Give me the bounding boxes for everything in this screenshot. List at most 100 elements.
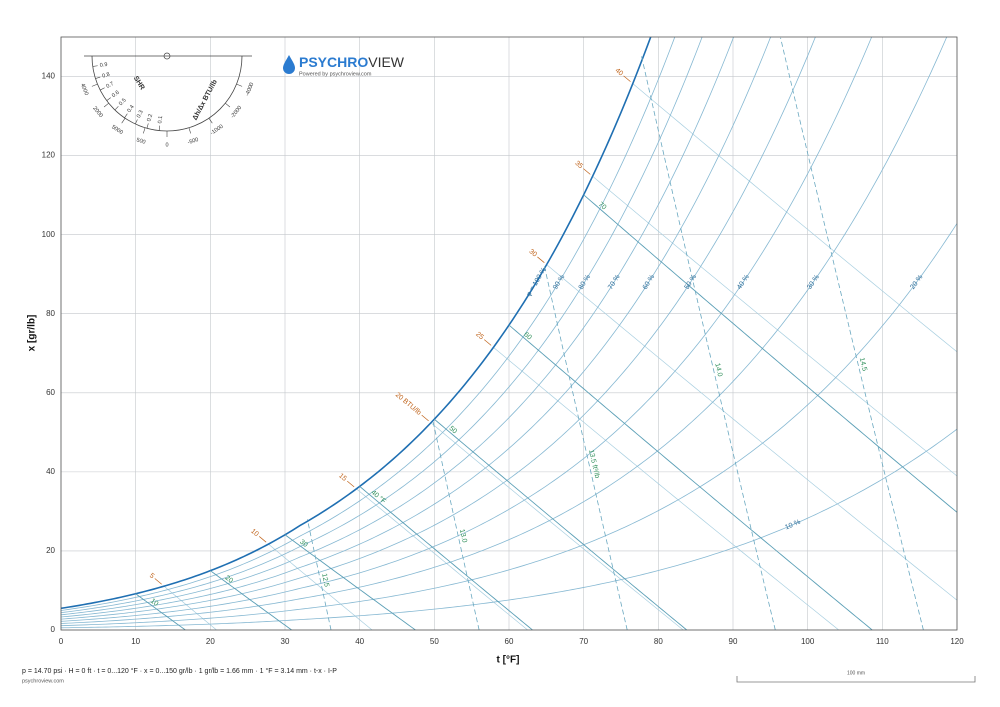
- footer-parameters: p = 14.70 psi · H = 0 ft · t = 0...120 °…: [22, 667, 337, 675]
- x-tick-label: 50: [430, 637, 439, 646]
- wet-bulb-label: 70: [597, 201, 608, 211]
- wet-bulb-label: 10: [149, 598, 160, 608]
- shr-tick: [114, 106, 119, 111]
- x-tick-label: 110: [876, 637, 889, 646]
- footer-site: psychroview.com: [22, 678, 64, 684]
- shr-tick-label: 0.7: [105, 81, 115, 90]
- volume-label: 14.0: [713, 363, 723, 378]
- rh-curve: [61, 428, 957, 629]
- y-tick-label: 140: [42, 72, 56, 81]
- rh-label: 40 %: [736, 274, 751, 291]
- slope-tick-label: -500: [187, 137, 199, 146]
- rh-label: 70 %: [607, 274, 621, 291]
- wet-bulb-line: [284, 534, 416, 630]
- slope-tick-label: 5000: [110, 124, 124, 136]
- logo-name: PSYCHROVIEW: [299, 54, 405, 70]
- logo-name-a: PSYCHRO: [299, 54, 368, 70]
- volume-line: [432, 419, 480, 630]
- slope-tick: [208, 118, 213, 124]
- volume-line: [543, 264, 628, 630]
- slope-tick-label: -2000: [230, 105, 244, 120]
- enthalpy-line: [632, 83, 957, 353]
- x-tick-label: 70: [579, 637, 588, 646]
- slope-tick: [188, 127, 191, 134]
- rh-curve: [61, 37, 873, 622]
- shr-tick-label: 0.8: [102, 72, 111, 80]
- wet-bulb-label: 60: [522, 331, 533, 341]
- saturation-curve: [61, 37, 652, 610]
- enthalpy-line: [356, 488, 528, 630]
- slope-tick: [91, 83, 98, 87]
- shr-tick: [106, 97, 111, 101]
- shr-tick-label: 0.4: [126, 104, 135, 114]
- y-tick-label: 60: [46, 388, 55, 397]
- wet-bulb-label: 20: [224, 574, 235, 584]
- slope-tick-label: -1000: [210, 124, 225, 137]
- y-tick-label: 120: [42, 151, 56, 160]
- x-tick-label: 80: [654, 637, 663, 646]
- shr-tick-label: 0.1: [157, 116, 164, 124]
- volume-label: 12.5: [320, 573, 330, 588]
- wet-bulb-line: [210, 570, 292, 630]
- enthalpy-tick: [347, 480, 355, 488]
- volume-label: 13.0: [458, 529, 468, 544]
- rh-label: 20 %: [909, 274, 924, 291]
- shr-tick: [124, 113, 128, 118]
- logo-tagline: Powered by psychroview.com: [299, 71, 372, 77]
- wet-bulb-label: 30: [298, 539, 309, 549]
- y-tick-label: 20: [46, 546, 55, 555]
- enthalpy-tick: [537, 256, 545, 263]
- rh-curve: [61, 37, 676, 611]
- shr-title: SHR: [132, 75, 146, 91]
- rh-label: 30 %: [806, 274, 821, 291]
- y-tick-label: 100: [42, 230, 56, 239]
- wet-bulb-line: [135, 593, 186, 630]
- protractor: SHR Δh/Δx BTU/lb 0.90.80.70.60.50.40.3 0.…: [79, 52, 256, 148]
- rh-curve: [61, 37, 772, 618]
- volume-line: [640, 54, 776, 630]
- slope-tick: [236, 83, 243, 87]
- wet-bulb-line: [434, 418, 688, 630]
- slope-tick-label: 500: [136, 137, 147, 145]
- x-tick-label: 40: [355, 637, 364, 646]
- y-axis-label: x [gr/lb]: [27, 315, 38, 352]
- slope-tick: [143, 127, 146, 134]
- shr-tick: [135, 119, 138, 125]
- shr-tick: [158, 125, 160, 131]
- wet-bulb-line: [583, 194, 957, 513]
- slope-tick-label: 0: [165, 142, 168, 148]
- slope-tick-label: -4000: [245, 82, 256, 97]
- rh-curve: [61, 37, 948, 624]
- x-axis-label: t [°F]: [497, 655, 520, 666]
- enthalpy-label: 35: [573, 160, 584, 170]
- shr-tick: [92, 65, 98, 67]
- enthalpy-tick: [259, 536, 267, 543]
- rh-curve: [61, 223, 957, 627]
- volume-line: [780, 37, 924, 630]
- x-tick-label: 120: [950, 637, 964, 646]
- rh-label: 50 %: [684, 274, 699, 291]
- rh-label: 80 %: [578, 274, 592, 291]
- enthalpy-line: [592, 176, 957, 477]
- rh-curve: [61, 37, 735, 616]
- enthalpy-line: [493, 347, 839, 630]
- slope-tick-label: 4000: [79, 83, 89, 97]
- plot-frame: [60, 36, 958, 631]
- volume-line: [306, 519, 332, 630]
- enthalpy-tick: [154, 578, 162, 585]
- shr-tick-label: 0.5: [118, 98, 128, 108]
- rh-label: 10 %: [784, 519, 801, 532]
- shr-tick-label: 0.2: [146, 113, 154, 122]
- curves: [61, 37, 957, 630]
- x-tick-label: 60: [505, 637, 514, 646]
- enthalpy-line: [163, 585, 217, 630]
- rh-label: 60 %: [642, 274, 656, 291]
- slope-title: Δh/Δx BTU/lb: [192, 79, 219, 122]
- x-tick-label: 100: [801, 637, 815, 646]
- enthalpy-label: 40: [614, 67, 625, 77]
- rh-curve: [61, 37, 816, 620]
- y-tick-label: 40: [46, 467, 55, 476]
- logo-name-b: VIEW: [368, 54, 405, 70]
- enthalpy-label: 30: [527, 248, 538, 258]
